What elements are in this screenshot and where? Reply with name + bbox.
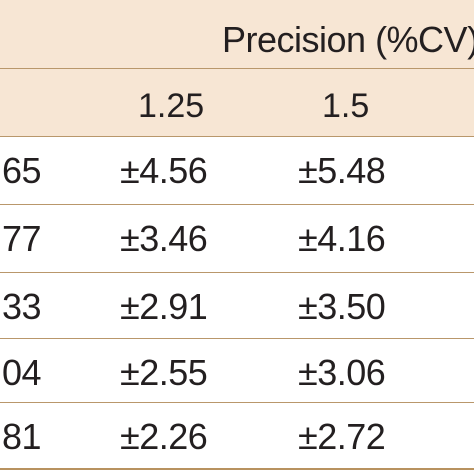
precision-cv-header: Precision (%CV) — [222, 19, 474, 60]
precision-1-5-cell: ±2.72 — [298, 416, 386, 457]
precision-1-25-cell: ±2.91 — [120, 286, 208, 327]
column-header-1-5: 1.5 — [322, 87, 370, 125]
row-label-cell: 77 — [2, 218, 42, 259]
header-bottom-rule — [0, 136, 474, 137]
precision-1-25-cell: ±3.46 — [120, 218, 208, 259]
table-row: 65 ±4.56 ±5.48 — [0, 138, 474, 204]
row-divider — [0, 204, 474, 205]
precision-1-25-cell: ±4.56 — [120, 150, 208, 191]
precision-1-5-cell: ±3.50 — [298, 286, 386, 327]
row-divider — [0, 402, 474, 403]
row-divider — [0, 338, 474, 339]
precision-1-25-cell: ±2.55 — [120, 352, 208, 393]
table-row: 81 ±2.26 ±2.72 — [0, 404, 474, 470]
precision-1-5-cell: ±4.16 — [298, 218, 386, 259]
table-row: 04 ±2.55 ±3.06 — [0, 340, 474, 406]
table-header-band: Precision (%CV) 1.25 1.5 — [0, 0, 474, 136]
precision-1-5-cell: ±3.06 — [298, 352, 386, 393]
column-header-1-25: 1.25 — [138, 87, 205, 125]
table-row: 77 ±3.46 ±4.16 — [0, 206, 474, 272]
row-divider — [0, 272, 474, 273]
header-divider — [0, 68, 474, 69]
row-label-cell: 81 — [2, 416, 42, 457]
precision-1-25-cell: ±2.26 — [120, 416, 208, 457]
table-bottom-rule — [0, 468, 474, 470]
table-row: 33 ±2.91 ±3.50 — [0, 274, 474, 340]
row-label-cell: 04 — [2, 352, 42, 393]
row-label-cell: 33 — [2, 286, 42, 327]
precision-1-5-cell: ±5.48 — [298, 150, 386, 191]
row-label-cell: 65 — [2, 150, 42, 191]
